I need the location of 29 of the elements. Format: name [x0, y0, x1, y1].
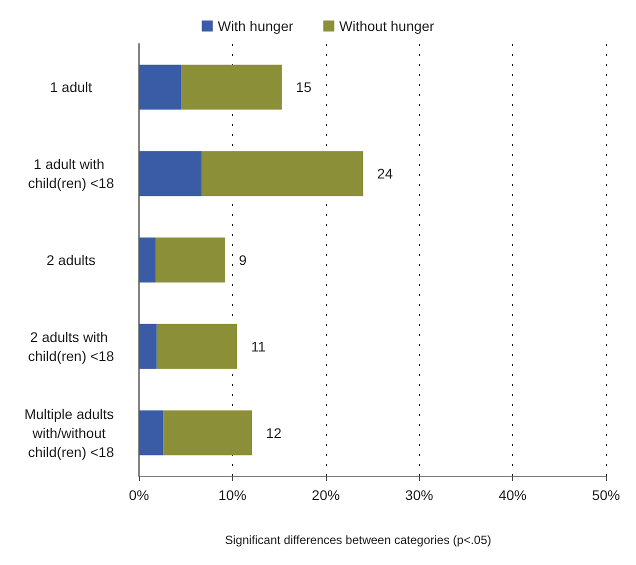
y-tick-label: Multiple adults with/without child(ren) <18	[24, 406, 118, 460]
text: Significant differences between categories (p<.05)	[225, 533, 492, 547]
bar	[181, 64, 282, 110]
total-label: 12	[266, 424, 282, 441]
x-tick-label: 20%	[312, 487, 340, 503]
y-tick-label: 1 adult	[50, 79, 92, 96]
bar	[163, 410, 252, 456]
bar	[139, 64, 182, 110]
bar	[139, 151, 202, 196]
x-tick-label: 30%	[405, 487, 434, 503]
bar	[139, 410, 164, 456]
total-label: 9	[238, 252, 247, 268]
y-tick-label: 2 adults	[46, 252, 96, 268]
y-tick-label: 2 adults with child(ren) <18	[28, 328, 114, 364]
bar	[156, 238, 225, 282]
bar	[139, 324, 157, 369]
x-tick-label: 0%	[128, 487, 150, 503]
legend-label: Without hunger	[339, 18, 435, 34]
total-label: 11	[251, 338, 266, 354]
bar	[139, 238, 156, 282]
total-label: 24	[377, 166, 393, 182]
y-tick-label: 1 adult with child(ren) <18	[28, 156, 114, 192]
x-tick-label: 10%	[218, 487, 246, 503]
bar	[202, 151, 364, 196]
x-tick-label: 50%	[592, 487, 620, 503]
legend-label: With hunger	[218, 18, 294, 34]
total-label: 15	[296, 79, 312, 96]
x-tick-label: 40%	[498, 487, 527, 503]
bar	[156, 324, 238, 369]
